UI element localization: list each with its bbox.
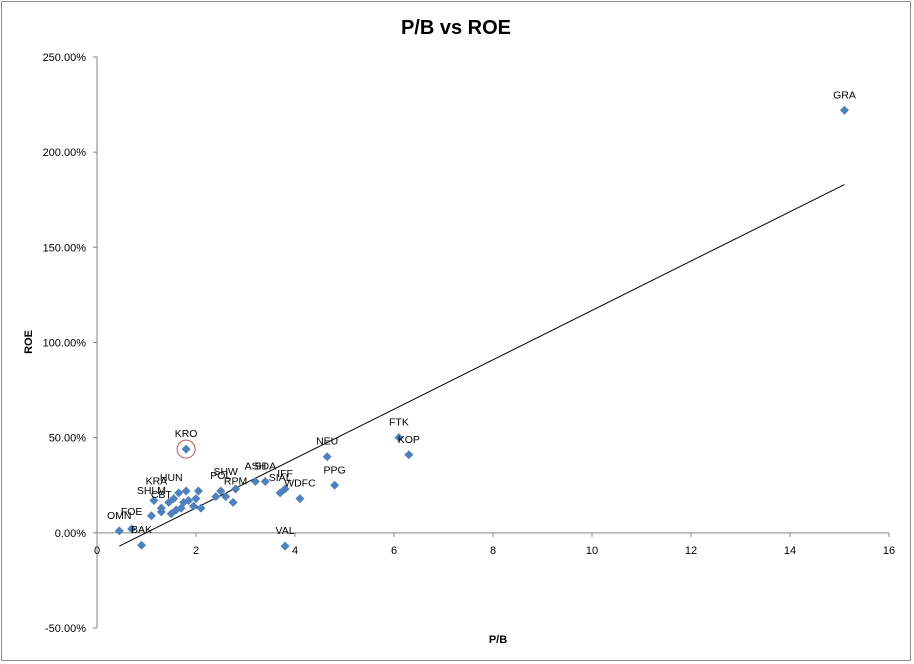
data-point [229,498,238,507]
data-point [840,106,849,115]
point-label: SHW [213,466,238,478]
point-label: SHLM [137,485,166,497]
point-label: FTK [389,417,409,429]
data-point [192,494,201,503]
y-tick-label: 200.00% [43,147,87,159]
y-tick-label: 150.00% [43,242,87,254]
scatter-chart: P/B vs ROE -50.00% 0.00% 50.00% 100.00% 150.… [0,0,914,664]
point-label: NEU [316,436,338,448]
axes [97,57,889,628]
y-tick-label: -50.00% [45,623,86,635]
data-point [330,481,339,490]
data-point [194,486,203,495]
data-point [182,486,191,495]
point-label: VAL [276,525,295,537]
point-label: KRO [175,428,198,440]
x-tick-label: 12 [685,545,697,557]
x-tick-label: 16 [883,545,895,557]
y-tick-label: 250.00% [43,52,87,64]
x-tick-label: 14 [784,545,796,557]
y-tick-label: 100.00% [43,338,87,350]
data-point [323,452,332,461]
data-point [404,450,413,459]
point-label: GRA [833,89,856,101]
point-label: BAK [131,524,152,536]
x-axis-title: P/B [489,634,507,646]
x-tick-label: 10 [586,545,598,557]
data-point [147,511,156,520]
chart-title: P/B vs ROE [401,17,511,39]
data-point [251,477,260,486]
x-tick-label: 2 [193,545,199,557]
point-label: SDA [255,460,277,472]
y-tick-label: 0.00% [55,528,86,540]
y-tick-labels: -50.00% 0.00% 50.00% 100.00% 150.00% 200.00% 2… [43,52,97,635]
x-tick-label: 4 [292,545,298,557]
data-point [281,542,290,551]
data-point [182,445,191,454]
point-label: SIAL [269,472,292,484]
y-tick-label: 50.00% [49,433,87,445]
point-labels: GRAFTKKOPNEUPPGKROWDFCVALASHSDAIFFSIALPO… [107,89,856,537]
y-axis-title: ROE [23,330,35,354]
x-tick-labels: 0 2 4 6 8 10 12 14 16 [94,533,895,557]
x-tick-label: 8 [490,545,496,557]
data-point [196,504,205,513]
point-label: FOE [121,506,143,518]
data-point [115,526,124,535]
point-label: PPG [324,464,346,476]
x-tick-label: 6 [391,545,397,557]
data-point [295,494,304,503]
point-label: KOP [398,434,420,446]
trendline [119,185,844,547]
x-tick-label: 0 [94,545,100,557]
data-point [137,541,146,550]
